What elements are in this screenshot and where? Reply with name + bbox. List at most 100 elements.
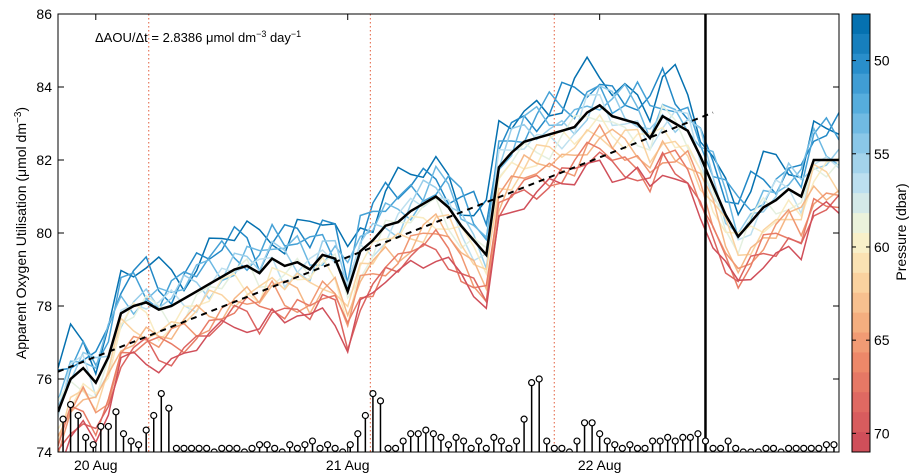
colorbar-swatch [852,252,870,274]
stem-marker [429,430,437,438]
stem-marker [822,441,831,449]
stem-marker [210,448,218,452]
colorbar-swatch [852,133,870,154]
pressure-series-line [58,151,839,451]
colorbar-tick-label: 50 [874,53,890,69]
colorbar-swatch [852,372,870,393]
pressure-series-layer [58,55,839,452]
pressure-series-line [58,141,839,447]
stem-marker [724,437,732,445]
stem-marker [195,444,203,452]
stem-marker [187,444,196,452]
stem-marker [633,444,642,452]
stem-marker [739,448,747,452]
stem-marker [490,433,498,441]
stem-marker [66,400,75,409]
stem-marker [596,430,604,438]
colorbar-swatch [852,292,870,314]
colorbar-tick-label: 65 [874,332,890,348]
stem-marker [716,444,725,452]
stem-marker [119,430,128,438]
stem-marker [550,444,558,452]
x-axis: 20 Aug 21 Aug 22 Aug [74,14,621,473]
stem-marker [664,433,672,441]
stem-marker [611,441,619,449]
stem-marker [565,448,574,452]
stem-marker [376,397,385,405]
pressure-series-line [58,82,839,402]
stem-marker [399,437,407,445]
colorbar-tick-label: 60 [874,239,890,255]
stem-marker [580,419,589,427]
mean-series [58,103,839,413]
stem-marker [603,437,611,445]
stem-marker [255,441,264,449]
stem-marker [157,390,165,398]
y-tick-label: 78 [36,298,52,314]
y-tick-label: 86 [36,6,52,22]
stem-marker [626,441,634,449]
stem-marker [807,444,815,452]
stem-marker [89,441,97,449]
colorbar-tick-label: 70 [874,425,890,441]
stem-marker [437,433,445,441]
stem-marker [686,433,694,441]
stem-marker [785,444,793,452]
pressure-series-line [58,113,839,430]
stem-marker [97,422,105,431]
stem-marker [112,408,120,416]
colorbar-title: Pressure (dbar) [893,183,909,280]
pressure-series-line [58,80,839,413]
stem-marker [747,448,755,452]
stem-marker [165,404,173,412]
stem-marker [475,437,483,445]
colorbar-swatch [852,412,870,433]
colorbar-swatch [852,213,870,234]
stem-marker [369,390,377,398]
stem-marker [354,430,362,438]
colorbar-swatch [852,432,870,453]
x-tick-label: 20 Aug [74,457,118,473]
stem-marker [830,441,838,449]
stem-marker [203,444,211,452]
stem-marker [520,415,528,423]
stem-marker [104,422,112,431]
stem-marker [528,379,536,387]
stem-marker [384,444,392,452]
y-tick-label: 80 [36,225,52,241]
x-tick-label: 21 Aug [326,457,370,473]
stem-marker [240,448,249,452]
stem-marker [535,375,543,383]
stem-marker [656,437,664,445]
stem-marker [754,448,762,452]
y-tick-label: 84 [36,79,52,95]
stem-marker [407,430,415,438]
y-tick-label: 82 [36,152,52,168]
stem-marker [361,411,369,420]
colorbar-swatch [852,113,870,134]
stem-marker [339,448,347,452]
stem-marker [414,430,422,438]
stem-marker [127,437,135,445]
y-tick-label: 74 [36,444,52,460]
trend-fit [58,111,714,373]
colorbar-swatch [852,53,870,75]
stem-marker [777,448,785,452]
stem-marker [701,437,710,445]
stem-marker [512,437,521,445]
pressure-series-line [64,159,839,452]
stem-marker [422,426,430,434]
stem-marker [573,437,581,445]
stem-marker [218,444,226,452]
colorbar-swatch [852,272,870,294]
stem-marker [142,426,150,434]
stem-marker [391,444,400,452]
stem-marker [800,444,808,452]
colorbar-swatch [852,332,870,353]
stem-marker [233,444,241,452]
fit-line [58,111,714,373]
stem-marker [150,411,158,420]
colorbar-swatch [852,233,870,254]
stem-marker [263,441,271,449]
